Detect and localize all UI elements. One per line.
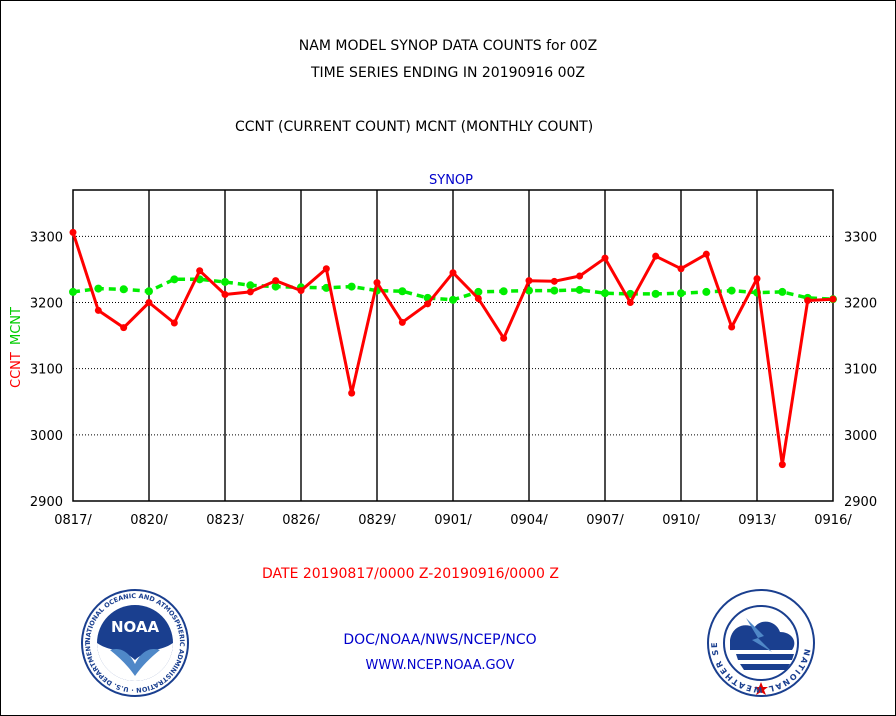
y-tick-label-right: 3200 [844,296,877,311]
ccnt-point [348,389,356,397]
date-range-label: DATE 20190817/0000 Z-20190916/0000 Z [262,566,559,582]
mcnt-point [474,287,483,296]
ccnt-point [196,267,204,275]
ccnt-point [626,298,634,306]
mcnt-point [246,281,255,290]
x-tick-label: 0916/ [814,513,852,528]
mcnt-point [550,286,559,295]
ccnt-point [804,297,812,305]
y-tick-label-left: 2900 [30,495,63,510]
ccnt-point [120,324,128,332]
mcnt-point [778,287,787,296]
ccnt-point [829,295,837,303]
ccnt-point [550,277,558,285]
ccnt-point [677,265,685,273]
ccnt-point [398,318,406,326]
x-tick-label: 0823/ [206,513,244,528]
y-tick-label-right: 3300 [844,230,877,245]
ccnt-point [170,319,178,327]
ccnt-point [272,277,280,285]
mcnt-point [601,289,609,298]
y-tick-label-left: 3100 [30,363,63,378]
mcnt-point [677,289,685,298]
noaa-logo-icon: NOAA NATIONAL OCEANIC AND ATMOSPHERIC AD… [80,588,189,697]
ccnt-point [753,275,761,283]
x-tick-label: 0901/ [434,513,472,528]
org-label: DOC/NOAA/NWS/NCEP/NCO [343,632,537,648]
chart-title-line1: NAM MODEL SYNOP DATA COUNTS for 00Z [298,38,598,54]
plot-area-border [72,189,834,502]
mcnt-point [499,287,508,296]
tick-labels: 2900 2900 3000 3000 3100 3100 3200 3200 3300 3300… [30,230,877,528]
ccnt-point [702,250,710,258]
y-tick-label-left: 3000 [30,429,63,444]
ccnt-point [373,279,381,287]
mcnt-point [398,287,407,296]
mcnt-point [575,285,584,294]
ccnt-point [297,287,305,295]
ccnt-point [728,323,736,331]
ccnt-point [94,306,102,314]
ccnt-point [221,291,229,299]
chart-series-title: SYNOP [429,173,473,188]
mcnt-point [651,289,660,298]
mcnt-point [347,282,356,291]
y-tick-label-right: 3100 [844,363,877,378]
chart-subtitle: CCNT (CURRENT COUNT) MCNT (MONTHLY COUNT… [235,119,594,135]
mcnt-point [119,285,128,294]
mcnt-point [94,284,103,293]
chart-title-line2: TIME SERIES ENDING IN 20190916 00Z [311,65,585,81]
mcnt-point [702,287,711,296]
mcnt-point [727,286,736,295]
x-tick-label: 0913/ [738,513,776,528]
ccnt-point [525,277,533,285]
mcnt-point [271,282,280,291]
x-tick-label: 0910/ [662,513,700,528]
ccnt-point [69,228,77,236]
x-tick-label: 0829/ [358,513,396,528]
ccnt-point [424,300,432,308]
ccnt-point [500,334,508,342]
ccnt-point [576,272,584,280]
ccnt-point [601,254,609,262]
y-tick-label-left: 3300 [30,230,63,245]
ccnt-point [474,295,482,303]
y-tick-label-right: 2900 [844,495,877,510]
noaa-logo-text: NOAA [111,618,160,636]
mcnt-point [145,287,153,296]
ccnt-point [778,461,786,469]
mcnt-point [449,295,457,304]
grid-layer [73,190,833,501]
mcnt-point [221,277,229,286]
mcnt-point [69,287,77,296]
x-tick-label: 0817/ [54,513,92,528]
series-layer [69,228,837,469]
x-tick-label: 0826/ [282,513,320,528]
y-tick-label-right: 3000 [844,429,877,444]
ccnt-point [246,288,254,296]
x-tick-label: 0904/ [510,513,548,528]
ccnt-point [652,252,660,260]
y-axis-label-ccnt: CCNT [9,352,24,388]
url-link[interactable]: WWW.NCEP.NOAA.GOV [365,658,515,673]
mcnt-point [170,275,179,284]
ccnt-point [145,298,153,306]
ccnt-point [449,269,457,277]
x-tick-label: 0907/ [586,513,624,528]
y-axis-label-mcnt: MCNT [9,307,24,345]
nws-logo-icon: NATIONAL WEATHER SERVICE [706,588,815,697]
y-tick-label-left: 3200 [30,296,63,311]
ccnt-point [322,265,330,273]
x-tick-label: 0820/ [130,513,168,528]
